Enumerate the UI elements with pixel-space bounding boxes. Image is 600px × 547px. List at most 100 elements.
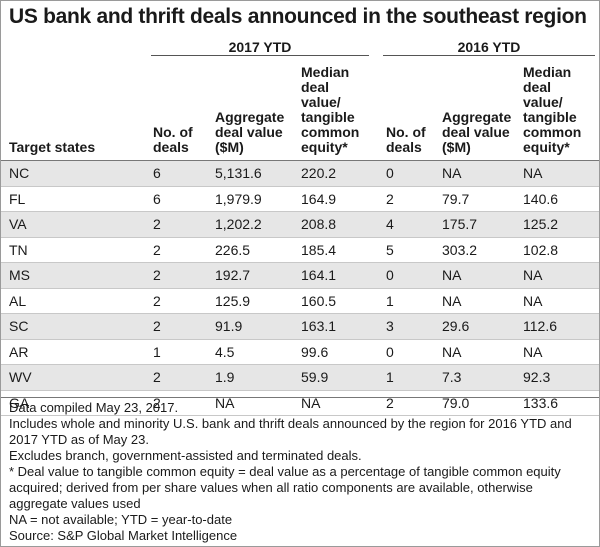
group-header-2016: 2016 YTD [457, 39, 521, 55]
cell-aggregate-2016: NA [442, 165, 462, 181]
col-header-median-2017: Median deal value/tangible common equity* [301, 64, 360, 155]
group-underline-2016 [383, 55, 595, 56]
cell-median-2017: 164.1 [301, 267, 337, 283]
cell-aggregate-2017: 4.5 [215, 343, 235, 360]
cell-median-2016: NA [523, 292, 543, 309]
table-row: SC 2 91.9 163.1 3 29.6 112.6 [1, 314, 599, 340]
cell-median-2017: 208.8 [301, 216, 337, 232]
col-header-deals-2017: No. of deals [153, 124, 193, 155]
group-underline-2017 [151, 55, 369, 56]
footnote: * Deal value to tangible common equity =… [9, 464, 561, 511]
header-divider [1, 160, 599, 161]
cell-aggregate-2017: 1.9 [215, 369, 235, 385]
col-header-state: Target states [9, 139, 96, 155]
cell-median-2016: 125.2 [523, 216, 559, 232]
footnote: Includes whole and minority U.S. bank an… [9, 416, 572, 447]
cell-median-2016: NA [523, 267, 543, 283]
table-row: AL 2 125.9 160.5 1 NA NA [1, 289, 599, 314]
table-row: AR 1 4.5 99.6 0 NA NA [1, 340, 599, 365]
col-header-aggregate-2017: Aggregate deal value ($M) [215, 109, 285, 155]
cell-state: FL [9, 190, 26, 207]
cell-aggregate-2016: NA [442, 292, 462, 309]
cell-deals-2016: 3 [386, 318, 394, 334]
cell-deals-2016: 2 [386, 394, 394, 411]
cell-deals-2016: 0 [386, 343, 394, 360]
table-row: MS 2 192.7 164.1 0 NA NA [1, 263, 599, 289]
cell-median-2016: 92.3 [523, 369, 551, 385]
cell-median-2016: NA [523, 165, 543, 181]
cell-median-2017: 160.5 [301, 292, 337, 309]
cell-deals-2016: 1 [386, 292, 394, 309]
table-row: NC 6 5,131.6 220.2 0 NA NA [1, 161, 599, 187]
cell-median-2016: 140.6 [523, 190, 559, 207]
cell-deals-2017: 6 [153, 165, 161, 181]
cell-aggregate-2016: 29.6 [442, 318, 470, 334]
cell-deals-2017: 2 [153, 267, 161, 283]
cell-aggregate-2017: 1,202.2 [215, 216, 262, 232]
cell-median-2017: 220.2 [301, 165, 337, 181]
cell-median-2016: NA [523, 343, 543, 360]
cell-deals-2017: 2 [153, 369, 161, 385]
cell-deals-2017: 2 [153, 318, 161, 334]
cell-state: VA [9, 216, 27, 232]
cell-aggregate-2016: 79.0 [442, 394, 470, 411]
cell-deals-2016: 0 [386, 165, 394, 181]
cell-state: TN [9, 241, 28, 258]
cell-median-2017: 185.4 [301, 241, 337, 258]
cell-aggregate-2016: 79.7 [442, 190, 470, 207]
cell-aggregate-2016: 303.2 [442, 241, 478, 258]
cell-median-2016: 133.6 [523, 394, 559, 411]
cell-aggregate-2016: NA [442, 267, 462, 283]
cell-deals-2017: 1 [153, 343, 161, 360]
cell-median-2016: 102.8 [523, 241, 559, 258]
footnotes: Data compiled May 23, 2017. Includes who… [9, 400, 593, 544]
cell-aggregate-2017: 192.7 [215, 267, 251, 283]
cell-aggregate-2017: 5,131.6 [215, 165, 262, 181]
table-row: FL 6 1,979.9 164.9 2 79.7 140.6 [1, 187, 599, 212]
cell-deals-2016: 5 [386, 241, 394, 258]
cell-deals-2016: 2 [386, 190, 394, 207]
cell-deals-2017: 2 [153, 292, 161, 309]
table-row: VA 2 1,202.2 208.8 4 175.7 125.2 [1, 212, 599, 238]
cell-median-2017: 59.9 [301, 369, 329, 385]
cell-median-2017: NA [301, 394, 321, 411]
cell-state: WV [9, 369, 32, 385]
cell-state: NC [9, 165, 30, 181]
cell-deals-2016: 0 [386, 267, 394, 283]
cell-aggregate-2017: 91.9 [215, 318, 243, 334]
col-header-median-2016: Median deal value/tangible common equity* [523, 64, 582, 155]
cell-median-2016: 112.6 [523, 318, 557, 334]
cell-deals-2017: 2 [153, 216, 161, 232]
cell-deals-2016: 1 [386, 369, 394, 385]
table-row: WV 2 1.9 59.9 1 7.3 92.3 [1, 365, 599, 391]
cell-aggregate-2017: 226.5 [215, 241, 251, 258]
col-header-deals-2016: No. of deals [386, 124, 426, 155]
cell-aggregate-2017: NA [215, 394, 235, 411]
footer-divider [1, 397, 599, 398]
cell-state: AR [9, 343, 29, 360]
cell-deals-2017: 2 [153, 241, 161, 258]
page-title: US bank and thrift deals announced in th… [9, 5, 587, 28]
footnote: Source: S&P Global Market Intelligence [9, 528, 238, 543]
cell-state: MS [9, 267, 30, 283]
cell-aggregate-2016: NA [442, 343, 462, 360]
cell-deals-2017: 2 [153, 394, 161, 411]
cell-deals-2016: 4 [386, 216, 394, 232]
footnote: NA = not available; YTD = year-to-date [9, 512, 233, 527]
cell-aggregate-2017: 125.9 [215, 292, 251, 309]
footnote: Excludes branch, government-assisted and… [9, 448, 362, 463]
cell-aggregate-2017: 1,979.9 [215, 190, 262, 207]
cell-aggregate-2016: 7.3 [442, 369, 462, 385]
cell-median-2017: 163.1 [301, 318, 337, 334]
cell-state: GA [9, 394, 30, 411]
col-header-aggregate-2016: Aggregate deal value ($M) [442, 109, 512, 155]
footnote: Data compiled May 23, 2017. [9, 400, 179, 415]
group-header-2017: 2017 YTD [228, 39, 292, 55]
cell-median-2017: 99.6 [301, 343, 329, 360]
cell-aggregate-2016: 175.7 [442, 216, 478, 232]
data-table: NC 6 5,131.6 220.2 0 NA NA FL 6 1,979.9 164.9 2 79.7… [1, 161, 599, 416]
table-row: TN 2 226.5 185.4 5 303.2 102.8 [1, 238, 599, 263]
cell-deals-2017: 6 [153, 190, 161, 207]
table-row: GA 2 NA NA 2 79.0 133.6 [1, 391, 599, 416]
